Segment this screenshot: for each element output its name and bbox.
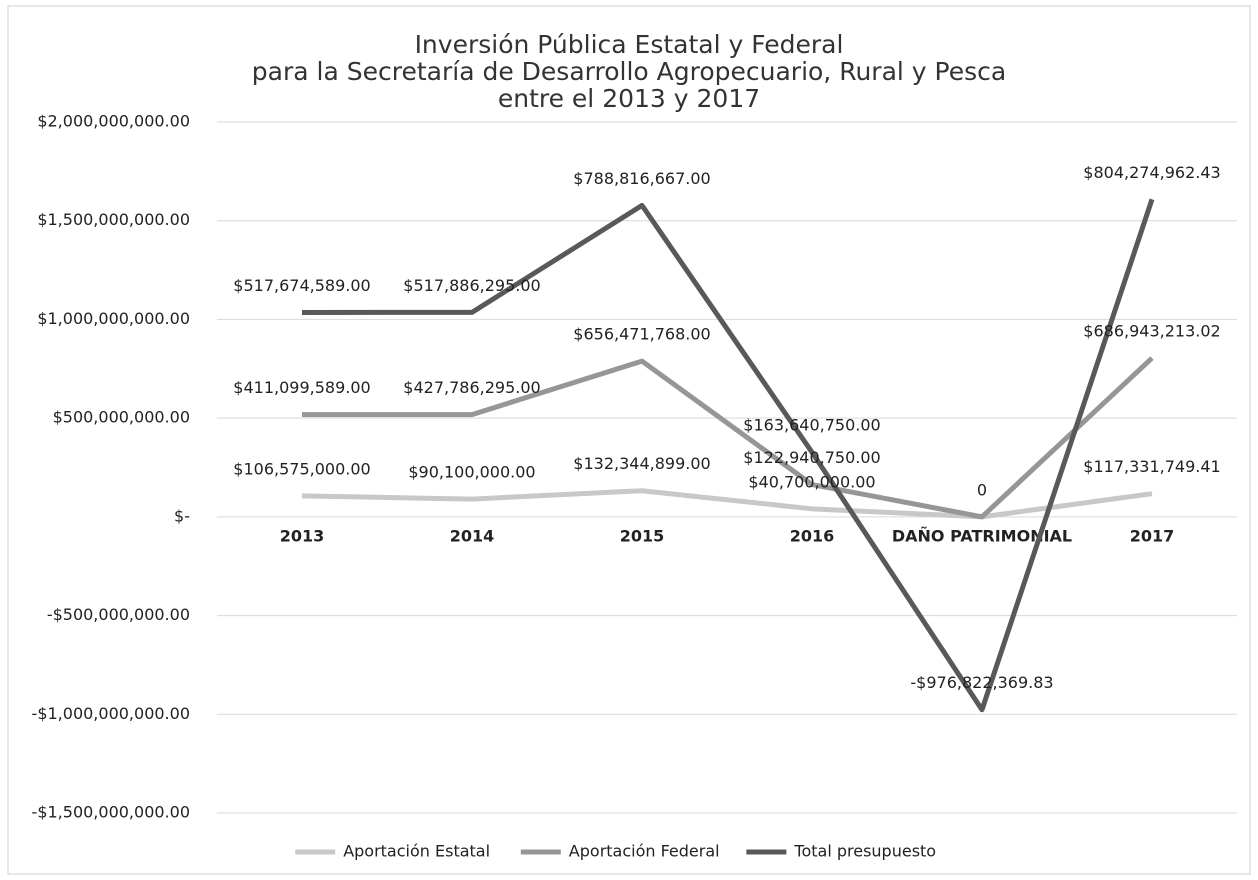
x-tick-label: 2015: [620, 526, 665, 545]
legend-label: Aportación Estatal: [343, 842, 490, 861]
x-tick-label: 2016: [790, 526, 835, 545]
chart-title: Inversión Pública Estatal y Federal: [415, 30, 844, 59]
y-tick-label: $1,000,000,000.00: [37, 309, 190, 328]
x-tick-label: 2017: [1130, 526, 1175, 545]
x-tick-label: DAÑO PATRIMONIAL: [892, 526, 1072, 545]
y-tick-label: $-: [174, 506, 190, 525]
line: [301, 198, 1155, 713]
data-label: $517,886,295.00: [403, 276, 540, 295]
y-tick-label: $1,500,000,000.00: [37, 210, 190, 229]
y-tick-label: -$1,500,000,000.00: [32, 803, 190, 822]
data-label: $656,471,768.00: [573, 325, 710, 344]
line: [301, 488, 1153, 520]
x-tick-label: 2014: [450, 526, 495, 545]
y-tick-label: $2,000,000,000.00: [37, 112, 190, 131]
data-label: $686,943,213.02: [1083, 322, 1220, 341]
data-label: -$976,822,369.83: [910, 673, 1053, 692]
chart-title: para la Secretaría de Desarrollo Agropec…: [252, 57, 1006, 86]
data-label: $122,940,750.00: [743, 448, 880, 467]
legend-label: Total presupuesto: [793, 842, 936, 861]
y-tick-label: -$1,000,000,000.00: [32, 704, 190, 723]
data-label: $788,816,667.00: [573, 169, 710, 188]
line: [301, 356, 1154, 520]
data-label: $517,674,589.00: [233, 276, 370, 295]
data-label: $132,344,899.00: [573, 454, 710, 473]
y-tick-label: -$500,000,000.00: [47, 605, 190, 624]
x-tick-label: 2013: [280, 526, 325, 545]
chart-border: [7, 5, 1251, 875]
chart-title: entre el 2013 y 2017: [498, 84, 760, 113]
data-label: $90,100,000.00: [408, 463, 535, 482]
data-label: $163,640,750.00: [743, 416, 880, 435]
data-label: $106,575,000.00: [233, 459, 370, 478]
legend-label: Aportación Federal: [569, 842, 720, 861]
y-tick-label: $500,000,000.00: [53, 408, 190, 427]
data-label: $40,700,000.00: [748, 472, 875, 491]
data-label: $117,331,749.41: [1083, 457, 1220, 476]
data-label: $411,099,589.00: [233, 378, 370, 397]
data-label: $427,786,295.00: [403, 378, 540, 397]
data-label: 0: [977, 480, 987, 499]
data-label: $804,274,962.43: [1083, 163, 1220, 182]
